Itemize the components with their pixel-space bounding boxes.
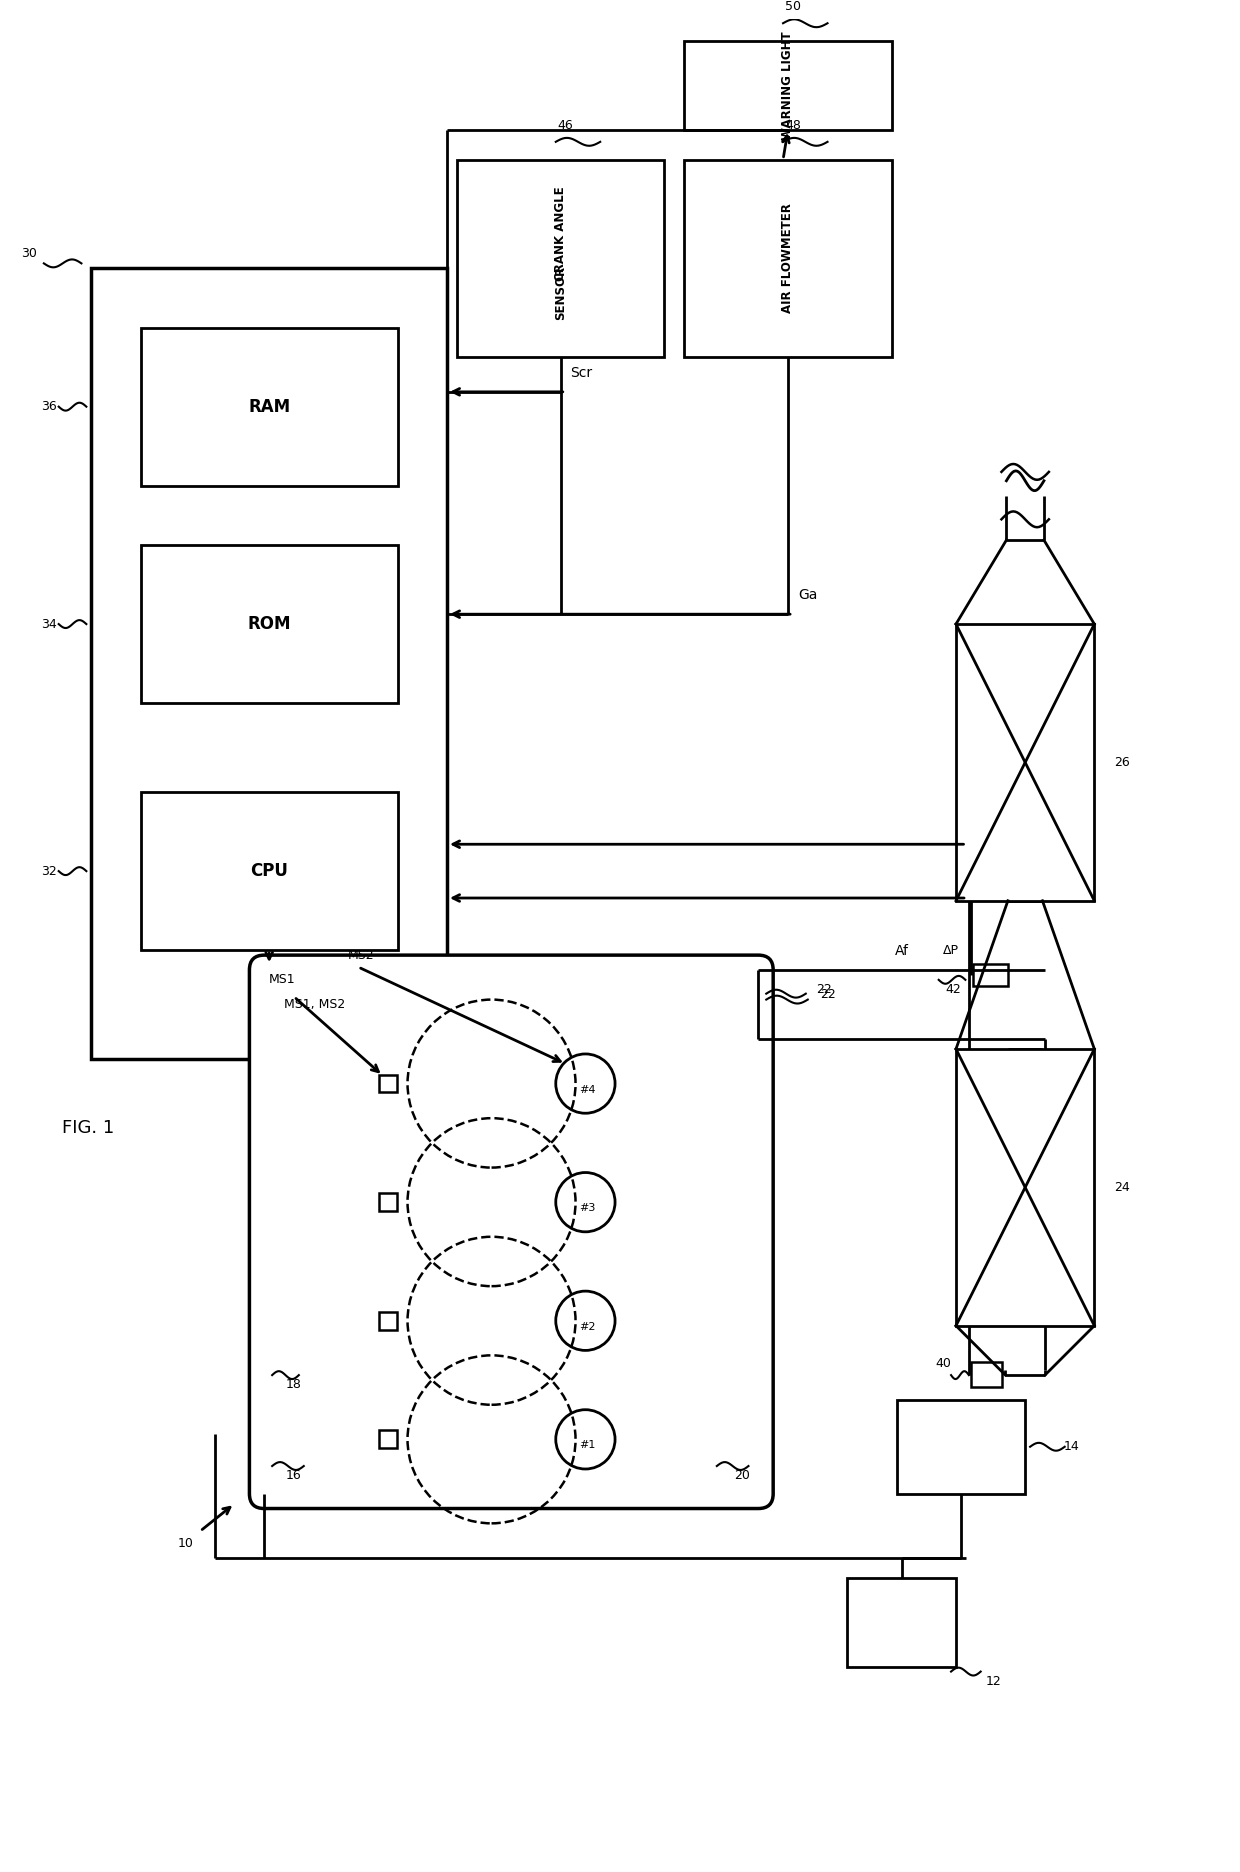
Text: 48: 48 [785,118,801,131]
Text: ROM: ROM [248,616,291,633]
Bar [140,545,398,704]
Bar [379,1430,397,1449]
Text: 24: 24 [1114,1181,1130,1194]
Text: Af: Af [894,943,909,958]
Bar [379,1075,397,1093]
Text: 18: 18 [286,1378,301,1391]
Bar [684,159,892,358]
Text: 32: 32 [41,865,57,878]
Text: 12: 12 [986,1675,1002,1689]
Text: 30: 30 [21,247,37,260]
Bar [847,1578,956,1666]
Text: #1: #1 [579,1440,595,1451]
Text: AIR FLOWMETER: AIR FLOWMETER [781,204,795,313]
Text: CPU: CPU [250,863,288,880]
Bar [379,1192,397,1211]
Text: 50: 50 [785,0,801,13]
Text: 34: 34 [41,618,57,631]
Text: MS1, MS2: MS1, MS2 [284,998,345,1011]
Bar [973,964,1008,987]
Text: #3: #3 [579,1204,595,1213]
Bar [897,1400,1025,1494]
Bar [379,1312,397,1329]
Text: 20: 20 [734,1470,749,1483]
FancyBboxPatch shape [249,955,774,1509]
Text: 22: 22 [816,983,831,996]
Text: 40: 40 [935,1357,951,1370]
Text: FIG. 1: FIG. 1 [62,1119,114,1136]
Bar [92,268,448,1060]
Text: MS2: MS2 [348,949,374,962]
Bar [971,1363,1002,1387]
Text: 36: 36 [41,401,57,414]
Text: 46: 46 [558,118,574,131]
Text: MS1: MS1 [269,973,296,987]
Bar [684,41,892,129]
Text: 26: 26 [1114,756,1130,769]
Text: Scr: Scr [570,367,593,380]
Bar [140,328,398,485]
Text: CRANK ANGLE: CRANK ANGLE [554,187,567,281]
Text: #2: #2 [579,1322,595,1331]
Text: Ga: Ga [797,588,817,603]
Text: ΔP: ΔP [942,943,959,957]
Text: SENSOR: SENSOR [554,266,567,320]
Text: 10: 10 [177,1537,193,1550]
Text: 42: 42 [946,983,961,996]
Bar [956,623,1095,900]
Text: WARNING LIGHT: WARNING LIGHT [781,32,795,140]
Text: 14: 14 [1064,1440,1080,1453]
Text: #4: #4 [579,1084,595,1095]
Text: 16: 16 [286,1470,301,1483]
Bar [956,1048,1095,1325]
Text: RAM: RAM [248,397,290,416]
Bar [458,159,665,358]
Text: 22: 22 [821,988,836,1002]
Bar [140,792,398,951]
